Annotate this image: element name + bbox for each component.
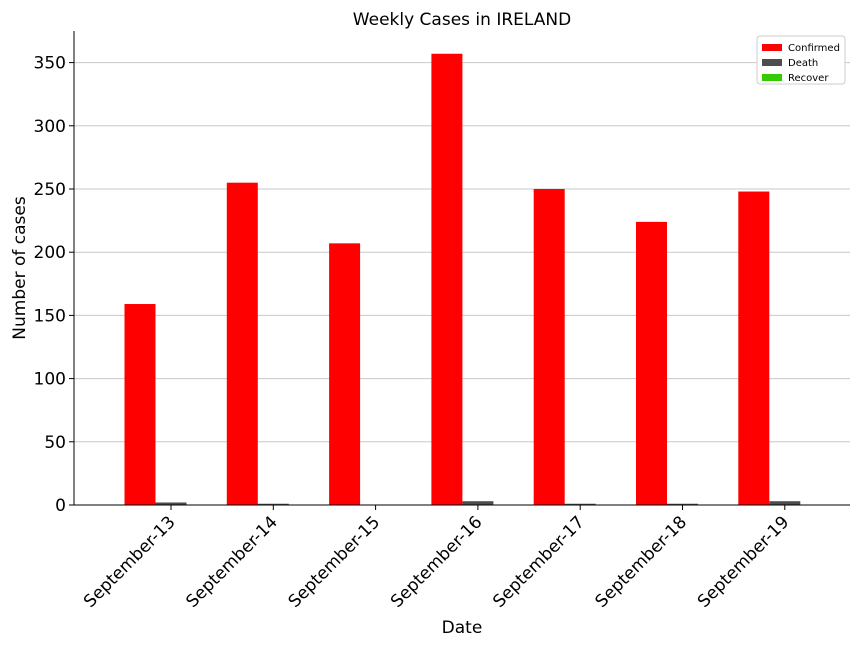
x-tick-label: September-17: [489, 512, 588, 611]
bars: [124, 53, 801, 506]
y-tick-label: 250: [34, 180, 66, 200]
y-tick-label: 150: [34, 306, 66, 326]
y-tick-label: 300: [34, 117, 66, 137]
x-tick-label: September-13: [80, 512, 179, 611]
x-tick-label: September-18: [592, 512, 691, 611]
x-tick-label: September-15: [285, 512, 384, 611]
y-axis-title: Number of cases: [10, 196, 30, 340]
bar-death: [667, 503, 698, 505]
y-tick-label: 350: [34, 54, 66, 74]
bar-confirmed: [329, 243, 361, 506]
y-ticks: 0 50 100 150 200 250 300 350: [34, 54, 74, 516]
bar-confirmed: [738, 191, 770, 505]
x-axis-title: Date: [442, 618, 483, 638]
y-tick-label: 100: [34, 370, 66, 390]
axes: [73, 31, 850, 506]
bar-confirmed: [533, 189, 565, 505]
bar-death: [155, 502, 187, 505]
legend: Confirmed Death Recover: [756, 35, 846, 85]
x-tick-label: September-14: [182, 512, 281, 611]
bar-death: [564, 503, 596, 505]
y-tick-label: 50: [44, 433, 66, 453]
bar-confirmed: [431, 53, 463, 505]
x-tick-label: September-19: [694, 512, 793, 611]
bar-death: [462, 501, 494, 505]
y-tick-label: 0: [55, 496, 66, 516]
bar-confirmed: [124, 304, 156, 505]
bar-death: [769, 501, 801, 505]
legend-label-recover: Recover: [788, 73, 829, 84]
y-tick-label: 200: [34, 243, 66, 263]
x-ticks: September-13 September-14 September-15 Sept…: [80, 505, 793, 612]
x-tick-label: September-16: [387, 512, 486, 611]
legend-swatch-recover: [762, 74, 782, 81]
bar-confirmed: [226, 182, 258, 505]
legend-swatch-confirmed: [762, 44, 782, 51]
legend-swatch-death: [762, 59, 782, 66]
legend-label-death: Death: [788, 58, 818, 69]
legend-label-confirmed: Confirmed: [788, 43, 840, 54]
bar-death: [257, 503, 289, 505]
chart-title: Weekly Cases in IRELAND: [353, 10, 571, 30]
bar-confirmed: [636, 221, 667, 505]
